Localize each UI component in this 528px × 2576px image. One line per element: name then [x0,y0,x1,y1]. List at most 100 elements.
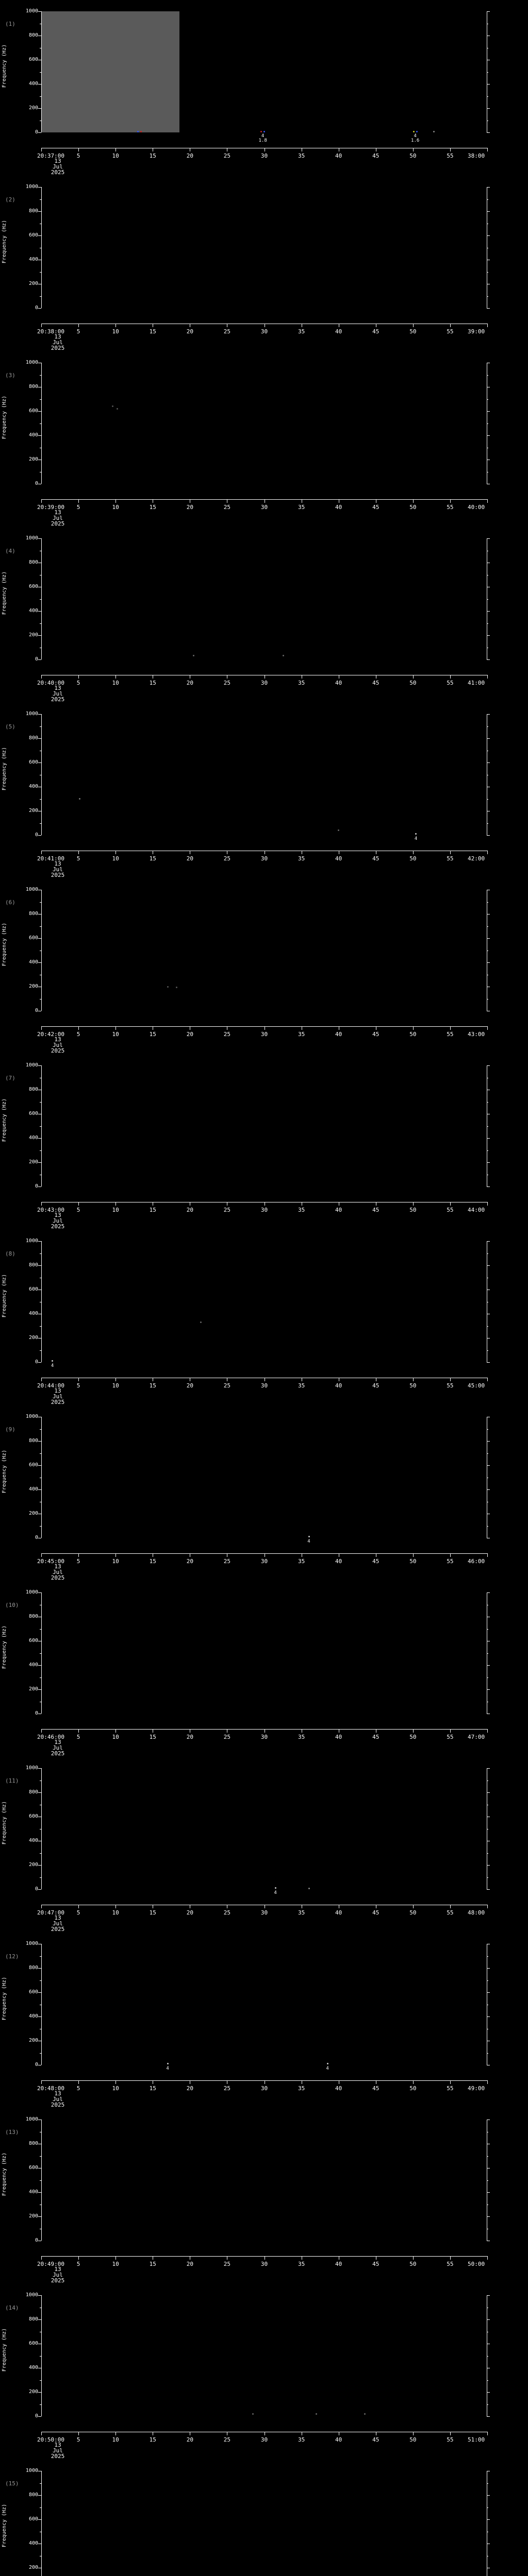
y-axis-label: Frequency (Hz) [2,1098,7,1142]
date-line: Jul [53,339,63,346]
y-tick-minor [487,2404,488,2405]
y-tick-label: 200 [28,1335,38,1341]
x-tick-label-end: 42:00 [468,855,485,862]
y-tick-major [38,2319,41,2320]
y-tick-label: 0 [35,1359,38,1365]
y-tick-label: 600 [28,2341,38,2346]
detection-point [111,405,113,408]
x-tick-label: 5 [76,855,80,862]
y-tick-major [487,1441,490,1442]
x-tick-label-end: 50:00 [468,2261,485,2267]
x-tick-label: 10 [112,855,119,862]
x-tick-label: 15 [149,504,156,511]
x-tick-major [450,148,451,151]
detection-point [137,131,139,133]
y-axis-line-left [41,363,42,484]
x-tick-label: 10 [112,1382,119,1389]
x-tick-label: 35 [298,1031,305,1038]
spectrogram-panel: (7) Frequency (Hz) 0 200 400 600 800 1000 20:43:… [0,1054,528,1230]
y-tick-major [487,2016,490,2017]
x-tick-label: 30 [260,680,268,686]
y-tick-label: 400 [28,1662,38,1668]
x-tick-label: 25 [223,1558,231,1565]
date-line: 13 [54,333,61,340]
y-tick-label: 0 [35,2062,38,2067]
x-tick-label: 10 [112,1558,119,1565]
detection-point [326,2063,328,2065]
y-axis-line-left [41,1417,42,1538]
x-tick-major [78,675,79,679]
x-tick-major [78,2432,79,2435]
date-line: Jul [53,2272,63,2278]
x-tick-label: 50 [409,1382,417,1389]
detection-annotation: 4 [414,836,418,841]
x-tick-major [412,2080,414,2084]
x-tick-major [450,324,451,327]
y-axis-label: Frequency (Hz) [2,44,7,88]
y-tick-label: 0 [35,1183,38,1189]
y-tick-major [487,11,490,12]
y-tick-minor [487,2507,488,2508]
x-tick-major [78,1026,79,1030]
date-line: Jul [53,1393,63,1400]
x-tick-major [412,851,414,854]
y-tick-label: 400 [28,2365,38,2370]
x-tick-label: 45 [372,152,380,159]
y-tick-label: 200 [28,105,38,111]
x-axis-date-stack: 13 Jul 2025 [47,1037,68,1054]
y-tick-minor [40,1150,41,1151]
x-tick-label: 20 [186,1382,193,1389]
y-tick-major [38,962,41,963]
x-tick-label: 20 [186,2261,193,2267]
date-line: 13 [54,1036,61,1043]
y-axis-label: Frequency (Hz) [2,1274,7,1318]
x-tick-label: 30 [260,504,268,511]
panel-index-label: (8) [5,1250,15,1257]
date-line: 2025 [51,2453,65,2460]
y-tick-minor [40,1629,41,1630]
x-tick-label: 15 [149,2085,156,2092]
x-tick-major [78,1905,79,1908]
detection-point [260,130,262,132]
x-tick-major [78,1378,79,1381]
x-tick-label: 30 [260,2436,268,2443]
x-tick-label: 20 [186,680,193,686]
y-tick-label: 0 [35,2413,38,2419]
x-tick-label: 50 [409,1031,417,1038]
x-tick-label: 40 [335,1734,342,1740]
y-tick-label: 200 [28,281,38,286]
date-line: 13 [54,1212,61,1218]
y-tick-label: 1000 [25,1765,38,1771]
y-tick-major [487,2519,490,2520]
detection-annotation: 4 [307,1539,310,1544]
y-tick-label: 1000 [25,535,38,541]
detection-point [52,1360,54,1362]
detection-point [433,130,435,132]
x-tick-major [487,851,488,854]
spectrogram-panel: (2) Frequency (Hz) 0 200 400 600 800 1000 20:38:… [0,176,528,351]
detection-point [415,833,417,835]
y-tick-label: 0 [35,481,38,486]
detection-annotation: 4 [51,1363,54,1368]
date-line: 2025 [51,2277,65,2284]
x-tick-label: 5 [76,2261,80,2267]
x-tick-major [487,1202,488,1206]
x-tick-label: 20 [186,1558,193,1565]
x-tick-label-end: 47:00 [468,1734,485,1740]
y-axis-line-left [41,714,42,835]
y-tick-major [38,762,41,763]
y-tick-major [487,635,490,636]
y-tick-major [487,1465,490,1466]
date-line: 2025 [51,1750,65,1757]
y-tick-major [487,1138,490,1139]
y-tick-minor [40,2507,41,2508]
x-tick-label: 25 [223,1207,231,1213]
y-axis-line-left [41,2120,42,2241]
x-tick-label: 10 [112,152,119,159]
y-tick-major [487,411,490,412]
detection-point [416,130,418,132]
data-gap-band [41,11,180,132]
spectrogram-panel: (12) Frequency (Hz) 0 200 400 600 800 1000 4 4 20:… [0,1933,528,2108]
date-line: 13 [54,860,61,867]
